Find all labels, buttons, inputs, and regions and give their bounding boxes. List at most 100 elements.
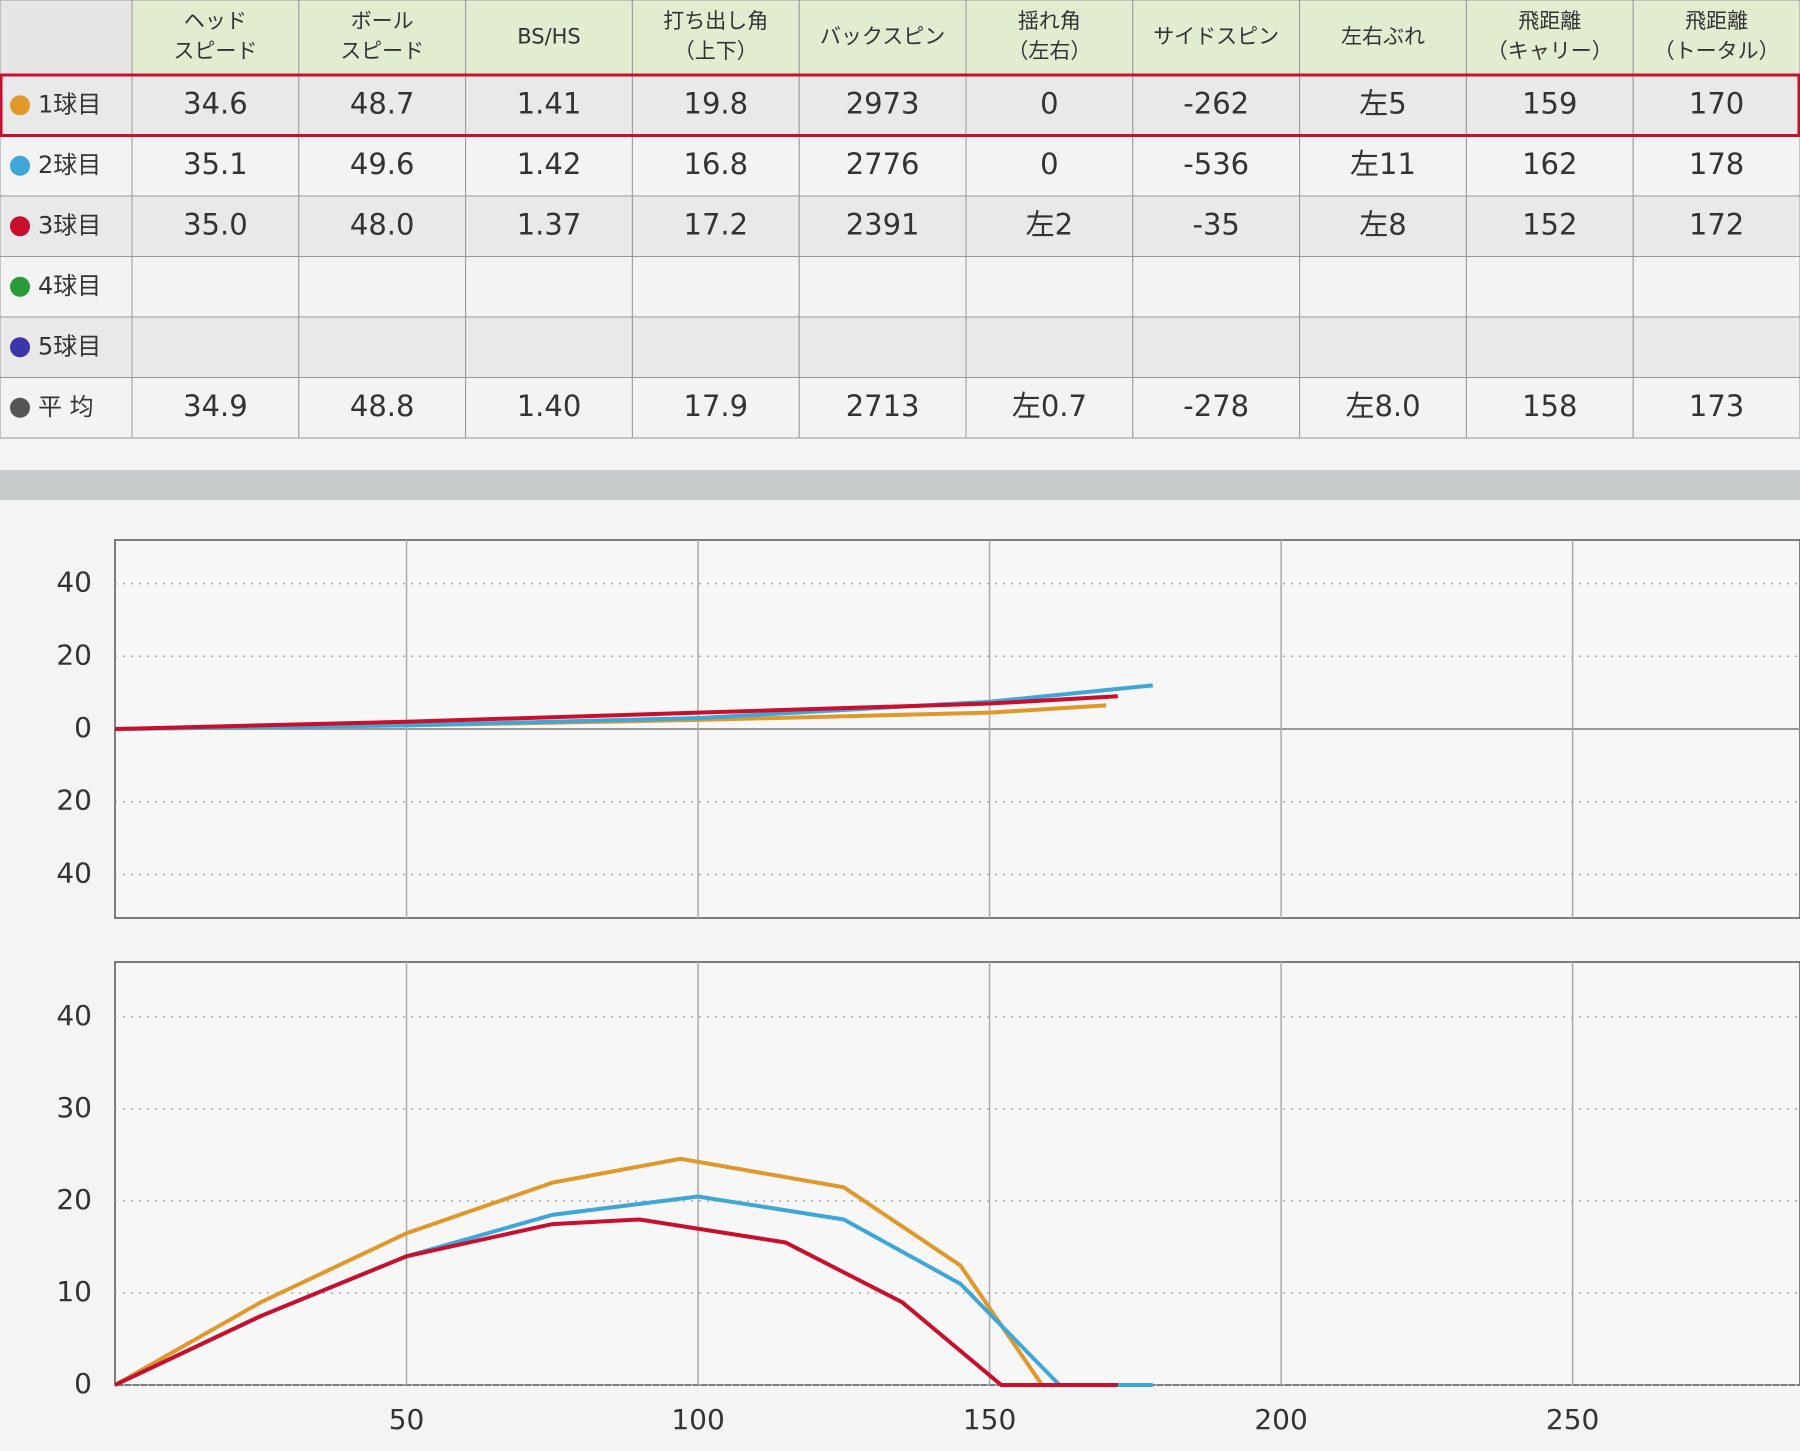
header-cell bbox=[1465, 0, 1634, 76]
cell bbox=[1465, 74, 1634, 136]
cell bbox=[131, 316, 300, 378]
header-text: BS/HS bbox=[517, 25, 581, 49]
header-text: ボール bbox=[351, 9, 414, 33]
cell-text: 0 bbox=[1040, 86, 1058, 120]
header-cell bbox=[631, 0, 800, 76]
cell-text: 178 bbox=[1689, 147, 1744, 181]
cell bbox=[631, 316, 800, 378]
row-dot bbox=[10, 276, 30, 297]
header-text: （キャリー） bbox=[1487, 39, 1613, 63]
cell-text: -262 bbox=[1183, 86, 1249, 120]
cell-text: 48.7 bbox=[350, 86, 415, 120]
header-text: サイドスピン bbox=[1153, 25, 1279, 49]
header-corner bbox=[0, 0, 133, 76]
row-dot bbox=[10, 155, 30, 176]
cell bbox=[1299, 377, 1467, 439]
row-label: 5球目 bbox=[38, 332, 101, 360]
cell bbox=[631, 256, 800, 318]
cell-text: 左8 bbox=[1359, 207, 1406, 241]
cell bbox=[465, 316, 633, 378]
y-tick-label: 0 bbox=[74, 1367, 92, 1400]
cell bbox=[965, 195, 1134, 257]
trajectory-line bbox=[114, 1156, 1107, 1387]
cell-text: 左5 bbox=[1359, 86, 1406, 120]
cell bbox=[1465, 316, 1634, 378]
cell-text: 2973 bbox=[846, 86, 920, 120]
y-tick-label: 10 bbox=[56, 1275, 92, 1308]
cell-text: 172 bbox=[1689, 207, 1744, 241]
x-tick-label: 50 bbox=[389, 1403, 425, 1436]
cell-text: 左8.0 bbox=[1345, 389, 1420, 423]
cell bbox=[1632, 316, 1800, 378]
cell bbox=[298, 256, 467, 318]
cell-text: 1.41 bbox=[517, 86, 582, 120]
y-tick-label: 30 bbox=[56, 1091, 92, 1124]
cell-text: 17.2 bbox=[684, 207, 749, 241]
header-text: 打ち出し角 bbox=[663, 9, 768, 33]
cell bbox=[1299, 316, 1467, 378]
cell-text: 35.1 bbox=[183, 147, 248, 181]
header-text: 飛距離 bbox=[1518, 9, 1581, 33]
cell bbox=[798, 316, 967, 378]
cell-text: 173 bbox=[1689, 389, 1744, 423]
x-tick-label: 100 bbox=[671, 1403, 724, 1436]
x-tick-label: 250 bbox=[1546, 1403, 1599, 1436]
cell-text: 17.9 bbox=[684, 389, 749, 423]
cell bbox=[798, 256, 967, 318]
row-label: 2球目 bbox=[38, 151, 101, 179]
header-cell bbox=[1132, 0, 1301, 76]
cell bbox=[131, 74, 300, 136]
y-tick-label: 40 bbox=[56, 566, 92, 599]
cell-text: 48.0 bbox=[350, 207, 415, 241]
cell-text: 152 bbox=[1522, 207, 1577, 241]
cell-text: 162 bbox=[1522, 147, 1577, 181]
separator bbox=[0, 470, 1800, 500]
cell bbox=[465, 256, 633, 318]
header-cell bbox=[465, 0, 633, 76]
cell bbox=[631, 74, 800, 136]
cell-text: 35.0 bbox=[183, 207, 248, 241]
cell bbox=[965, 74, 1134, 136]
cell-text: 48.8 bbox=[350, 389, 415, 423]
cell bbox=[798, 135, 967, 197]
cell bbox=[631, 377, 800, 439]
header-text: 揺れ角 bbox=[1018, 9, 1081, 33]
cell bbox=[1132, 74, 1301, 136]
x-tick-label: 150 bbox=[963, 1403, 1016, 1436]
header-cell bbox=[1299, 0, 1467, 76]
header-text: ヘッド bbox=[184, 9, 247, 33]
cell bbox=[1132, 135, 1301, 197]
cell bbox=[1632, 256, 1800, 318]
header-text: スピード bbox=[173, 39, 257, 63]
y-tick-label: 20 bbox=[56, 638, 92, 671]
cell-text: 1.37 bbox=[517, 207, 582, 241]
y-tick-label: 20 bbox=[56, 784, 92, 817]
cell bbox=[1299, 256, 1467, 318]
cell bbox=[1465, 256, 1634, 318]
header-text: （左右） bbox=[1007, 39, 1091, 63]
cell-text: 0 bbox=[1040, 147, 1058, 181]
cell-text: 159 bbox=[1522, 86, 1577, 120]
cell bbox=[298, 377, 467, 439]
cell bbox=[1132, 316, 1301, 378]
cell bbox=[131, 256, 300, 318]
row-label: 平 均 bbox=[38, 393, 94, 421]
row-dot bbox=[10, 216, 30, 237]
cell bbox=[965, 377, 1134, 439]
cell-text: 2391 bbox=[846, 207, 920, 241]
cell-text: 左0.7 bbox=[1012, 389, 1087, 423]
cell-text: 16.8 bbox=[684, 147, 749, 181]
cell-text: 170 bbox=[1689, 86, 1744, 120]
selected-row bbox=[0, 73, 1800, 137]
row-dot bbox=[10, 397, 30, 418]
header-text: 左右ぶれ bbox=[1341, 25, 1425, 49]
header-text: （トータル） bbox=[1654, 39, 1780, 63]
header-cell bbox=[965, 0, 1134, 76]
cell bbox=[965, 135, 1134, 197]
cell bbox=[1632, 377, 1800, 439]
y-tick-label: 40 bbox=[56, 856, 92, 889]
cell bbox=[1132, 195, 1301, 257]
header-text: スピード bbox=[340, 39, 424, 63]
